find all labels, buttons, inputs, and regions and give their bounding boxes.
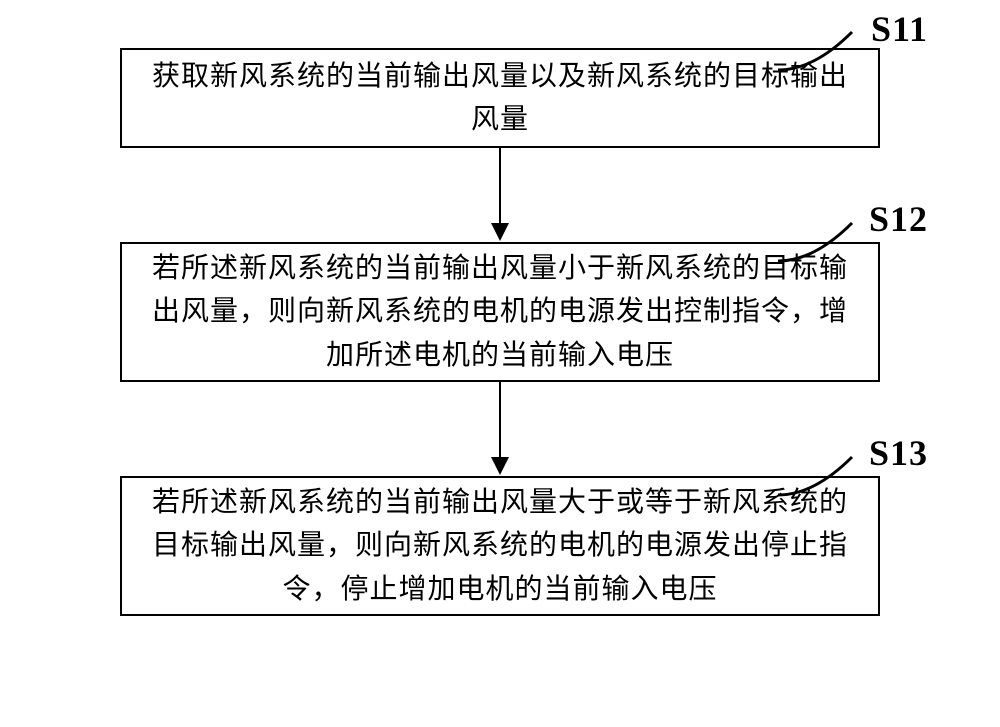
arrow-s11-to-s12 [485, 147, 515, 241]
flowchart-container: 获取新风系统的当前输出风量以及新风系统的目标输出风量 S11 若所述新风系统的当… [0, 0, 1000, 727]
step-s12-text: 若所述新风系统的当前输出风量小于新风系统的目标输出风量，则向新风系统的电机的电源… [146, 247, 854, 377]
step-s13-box: 若所述新风系统的当前输出风量大于或等于新风系统的目标输出风量，则向新风系统的电机… [120, 476, 880, 616]
arrow-s12-to-s13 [485, 381, 515, 475]
step-s13-callout-curve [776, 455, 856, 502]
step-s13-label: S13 [869, 432, 928, 474]
step-s12-label: S12 [869, 198, 928, 240]
step-s11-callout-curve [776, 30, 856, 77]
step-s13-text: 若所述新风系统的当前输出风量大于或等于新风系统的目标输出风量，则向新风系统的电机… [146, 481, 854, 611]
step-s12-box: 若所述新风系统的当前输出风量小于新风系统的目标输出风量，则向新风系统的电机的电源… [120, 242, 880, 382]
step-s11-label: S11 [871, 8, 928, 50]
step-s12-callout-curve [776, 221, 856, 268]
step-s11-text: 获取新风系统的当前输出风量以及新风系统的目标输出风量 [146, 55, 854, 142]
step-s11-box: 获取新风系统的当前输出风量以及新风系统的目标输出风量 [120, 48, 880, 148]
